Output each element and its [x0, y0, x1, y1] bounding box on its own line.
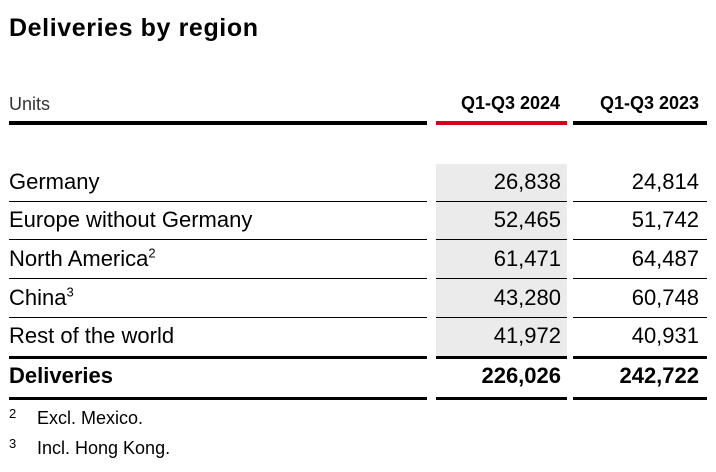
- row-divider: [573, 278, 707, 279]
- row-divider: [436, 317, 567, 318]
- row-divider: [436, 278, 567, 279]
- value-2024: 43,280: [493, 285, 561, 310]
- row-label: China3: [9, 284, 74, 310]
- highlight-column-2024: [436, 164, 567, 357]
- value-2024: 61,471: [493, 246, 561, 271]
- value-2023: 40,931: [631, 323, 699, 348]
- total-rule: [436, 356, 567, 359]
- table-row: Germany 26,838 24,814: [0, 164, 716, 202]
- table-row: China3 43,280 60,748: [0, 280, 716, 318]
- total-rule: [9, 356, 427, 359]
- footnote-number: 3: [9, 436, 17, 451]
- total-value-2024: 226,026: [481, 363, 561, 388]
- header-rule: [9, 121, 427, 125]
- row-divider: [9, 278, 427, 279]
- value-2023: 60,748: [631, 285, 699, 310]
- footnote-text: Excl. Mexico.: [37, 408, 144, 428]
- footnote-marker: 3: [66, 284, 74, 300]
- row-divider: [573, 317, 707, 318]
- row-divider: [573, 201, 707, 202]
- row-divider: [436, 201, 567, 202]
- total-rule-bottom: [9, 397, 427, 400]
- header-rule-accent: [436, 121, 567, 125]
- row-divider: [436, 239, 567, 240]
- total-value-2023: 242,722: [619, 363, 699, 388]
- footnote: 2 Excl. Mexico.: [9, 406, 143, 429]
- table-row: Europe without Germany 52,465 51,742: [0, 202, 716, 240]
- row-divider: [573, 239, 707, 240]
- total-rule: [573, 356, 707, 359]
- page-title: Deliveries by region: [9, 14, 259, 42]
- footnote-number: 2: [9, 406, 17, 421]
- table-row: Rest of the world 41,972 40,931: [0, 318, 716, 356]
- units-header: Units: [9, 94, 51, 114]
- row-divider: [9, 317, 427, 318]
- header-rule-2023: [573, 121, 707, 125]
- value-2023: 64,487: [631, 246, 699, 271]
- total-row: Deliveries 226,026 242,722: [0, 358, 716, 396]
- row-divider: [9, 239, 427, 240]
- column-header-2024: Q1-Q3 2024: [460, 93, 560, 113]
- total-rule-bottom: [436, 397, 567, 400]
- value-2023: 24,814: [631, 169, 699, 194]
- table-row: North America2 61,471 64,487: [0, 241, 716, 279]
- total-label: Deliveries: [9, 363, 113, 388]
- footnote-marker: 2: [148, 245, 156, 261]
- row-label: Germany: [9, 169, 100, 194]
- value-2023: 51,742: [631, 207, 699, 232]
- total-rule-bottom: [573, 397, 707, 400]
- row-divider: [9, 201, 427, 202]
- footnote-text: Incl. Hong Kong.: [37, 438, 171, 458]
- value-2024: 52,465: [493, 207, 561, 232]
- column-header-2023: Q1-Q3 2023: [599, 93, 699, 113]
- value-2024: 41,972: [493, 323, 561, 348]
- footnote: 3 Incl. Hong Kong.: [9, 436, 170, 459]
- row-label: Rest of the world: [9, 323, 175, 348]
- row-label: Europe without Germany: [9, 207, 253, 232]
- row-label: North America2: [9, 245, 156, 271]
- value-2024: 26,838: [493, 169, 561, 194]
